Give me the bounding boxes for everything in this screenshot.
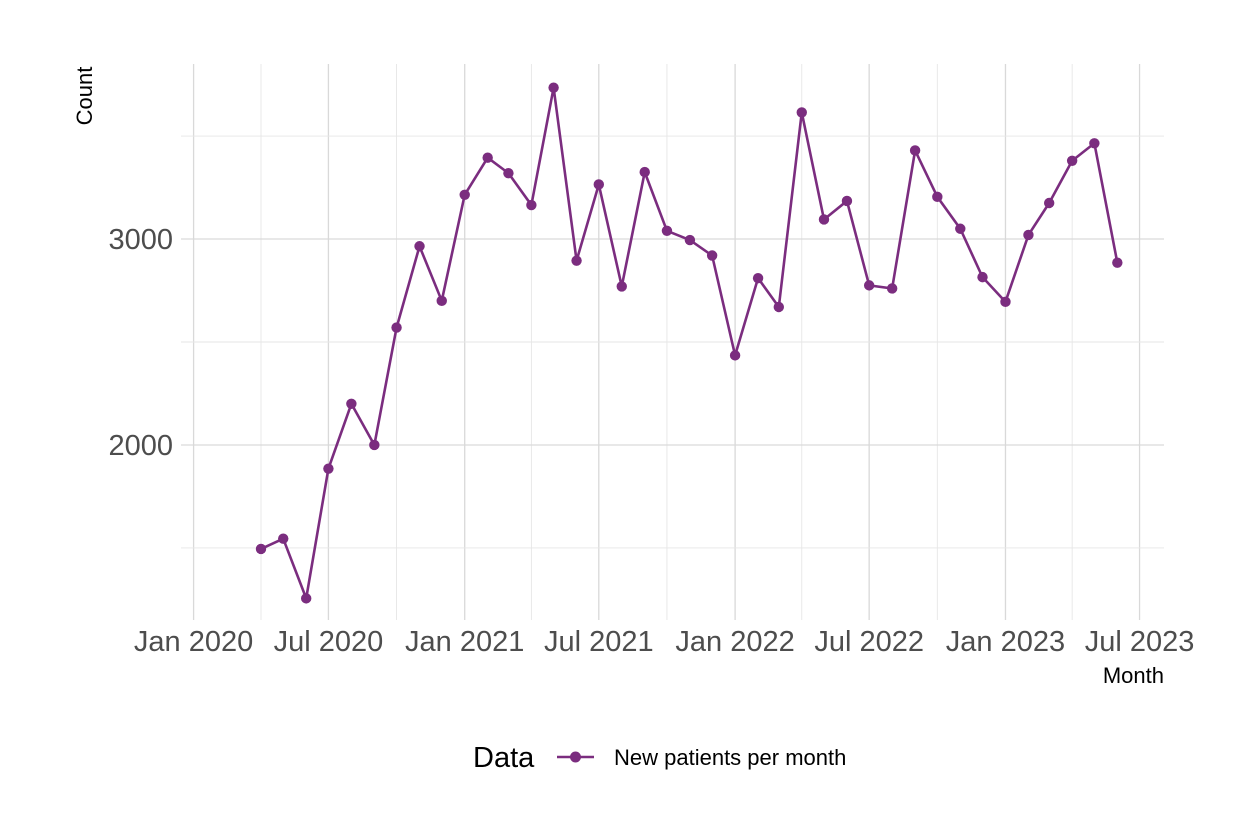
data-point xyxy=(818,214,830,225)
data-point xyxy=(391,322,402,333)
tick-labels: Jan 2020 Jul 2020 Jan 2021 Jul 2021 Jan 2022… xyxy=(108,224,1194,658)
legend-label: New patients per month xyxy=(614,745,846,770)
x-tick-label: Jul 2023 xyxy=(1085,626,1195,658)
data-point xyxy=(639,166,650,178)
data-point xyxy=(752,272,764,284)
grid-lines xyxy=(181,64,1164,620)
x-tick-label: Jan 2022 xyxy=(675,626,794,658)
x-tick-label: Jan 2021 xyxy=(405,626,524,658)
data-point xyxy=(1000,296,1011,308)
data-point xyxy=(1089,138,1100,149)
data-point xyxy=(548,82,559,93)
x-tick-label: Jul 2020 xyxy=(274,626,384,658)
data-point xyxy=(414,241,425,252)
data-point xyxy=(503,167,514,179)
data-point xyxy=(977,271,988,283)
data-point xyxy=(955,223,966,234)
data-point xyxy=(863,280,875,291)
data-point xyxy=(436,295,447,307)
x-axis-title: Month xyxy=(1103,663,1164,688)
data-point xyxy=(300,593,312,604)
series-layer xyxy=(255,82,1123,604)
x-tick-label: Jan 2023 xyxy=(946,626,1065,658)
x-tick-label: Jul 2021 xyxy=(544,626,654,658)
y-tick-label: 3000 xyxy=(108,224,173,256)
data-point xyxy=(1112,257,1123,268)
legend: Data New patients per month xyxy=(473,742,846,774)
data-point xyxy=(841,195,853,207)
data-point xyxy=(482,152,493,163)
data-point xyxy=(729,350,741,361)
data-point xyxy=(684,234,696,246)
data-point xyxy=(661,225,673,236)
data-point xyxy=(616,281,627,292)
data-point xyxy=(526,199,537,211)
data-point xyxy=(773,301,785,313)
x-tick-label: Jan 2020 xyxy=(134,626,253,658)
data-point xyxy=(796,107,807,118)
y-tick-label: 2000 xyxy=(108,430,173,462)
data-point xyxy=(459,189,470,200)
x-tick-label: Jul 2022 xyxy=(814,626,924,658)
legend-key-point xyxy=(570,751,581,763)
data-point xyxy=(278,533,289,544)
data-point xyxy=(1066,155,1078,166)
data-point xyxy=(593,179,604,190)
legend-title: Data xyxy=(473,742,535,774)
y-axis-title: Count xyxy=(72,67,97,126)
data-point xyxy=(706,250,718,261)
data-point xyxy=(932,191,943,203)
data-point xyxy=(346,398,357,409)
data-point xyxy=(255,543,267,555)
data-point xyxy=(323,463,334,474)
data-point xyxy=(1023,229,1034,241)
data-point xyxy=(1043,197,1055,209)
series-line xyxy=(259,86,1119,600)
data-point xyxy=(909,145,921,156)
data-point xyxy=(571,255,582,266)
data-point xyxy=(886,283,898,294)
data-point xyxy=(369,439,380,451)
